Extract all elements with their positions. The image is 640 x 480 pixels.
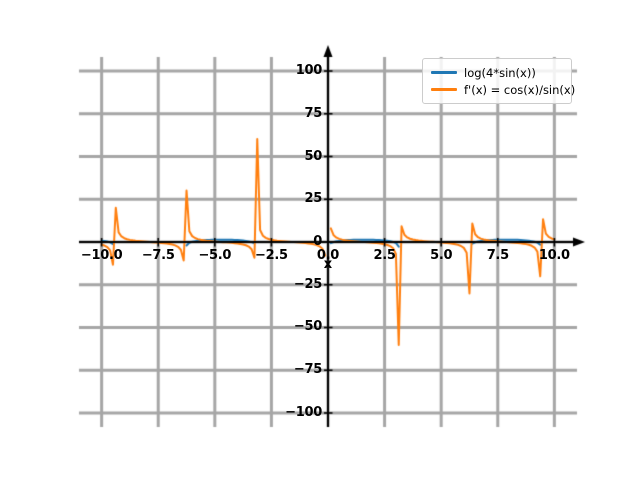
y-tick-label: 0 [313, 234, 322, 249]
legend: log(4*sin(x)) f'(x) = cos(x)/sin(x) [422, 58, 575, 104]
legend-label: log(4*sin(x)) [464, 65, 536, 80]
x-tick-label: 7.5 [486, 248, 509, 263]
legend-line-swatch-blue [431, 71, 457, 74]
x-tick-label: 2.5 [373, 248, 396, 263]
x-axis-label: x [323, 257, 333, 272]
legend-label: f'(x) = cos(x)/sin(x) [464, 82, 576, 97]
y-tick-label: 25 [304, 191, 323, 207]
y-tick-label: −25 [293, 276, 322, 292]
legend-entry: f'(x) = cos(x)/sin(x) [431, 81, 575, 98]
x-tick-label: 10.0 [538, 248, 570, 263]
x-tick-label: −7.5 [141, 248, 175, 263]
legend-line-swatch-orange [431, 88, 457, 91]
x-tick-label: 0.0 [316, 248, 340, 263]
y-tick-label: 100 [295, 63, 323, 79]
y-tick-label: −50 [293, 319, 322, 335]
x-tick-label: −2.5 [255, 248, 288, 263]
y-tick-label: −75 [293, 362, 322, 378]
legend-entry: log(4*sin(x)) [431, 64, 563, 81]
x-tick-label: 5.0 [430, 248, 453, 263]
x-tick-label: −5.0 [198, 248, 232, 263]
y-tick-label: −100 [285, 404, 322, 420]
x-tick-label: −10.0 [80, 248, 123, 263]
y-tick-label: 75 [304, 105, 323, 121]
y-tick-label: 50 [304, 148, 323, 164]
